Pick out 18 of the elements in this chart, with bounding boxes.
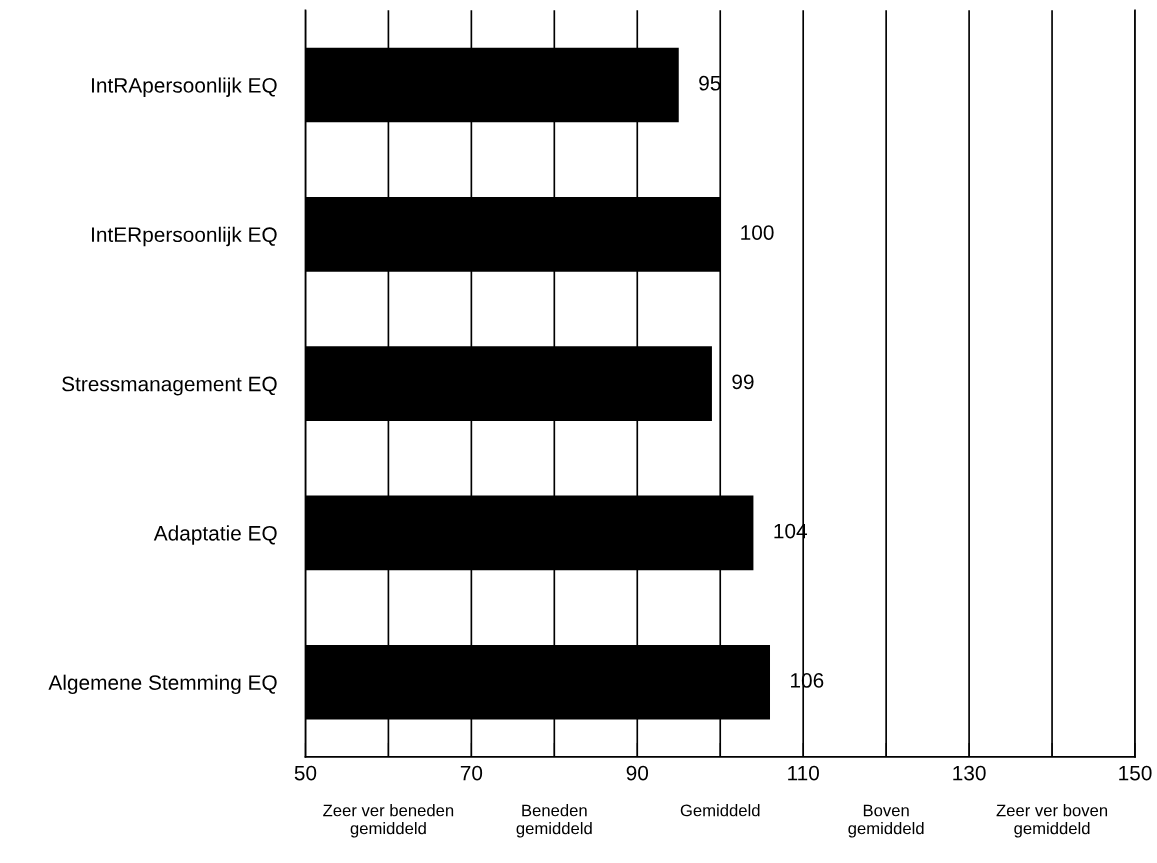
text: Zeer ver boven gemiddeld [996, 804, 1108, 838]
y-tick-label: IntRApersoonlijk EQ [92, 77, 277, 97]
y-tick-label: Stressmanagement EQ [62, 376, 277, 396]
y-tick-label: Adaptatie EQ [153, 525, 277, 545]
text: Beneden gemiddeld [516, 804, 592, 838]
data-label: 100 [741, 225, 774, 240]
text: Zeer ver beneden gemiddeld [323, 804, 454, 838]
data-label: 99 [732, 374, 754, 390]
x-tick-label: 50 [294, 765, 317, 781]
x-tick-label: 130 [953, 765, 986, 781]
text: Boven gemiddeld [848, 804, 924, 838]
text: Gemiddeld [680, 804, 760, 817]
x-tick-label: 70 [460, 765, 483, 781]
x-tick-label: 110 [788, 765, 819, 781]
y-tick-label: Algemene Stemming EQ [48, 674, 277, 695]
y-tick-label: IntERpersoonlijk EQ [92, 226, 277, 247]
x-tick-label: 150 [1119, 765, 1152, 781]
x-tick-label: 90 [626, 765, 649, 781]
